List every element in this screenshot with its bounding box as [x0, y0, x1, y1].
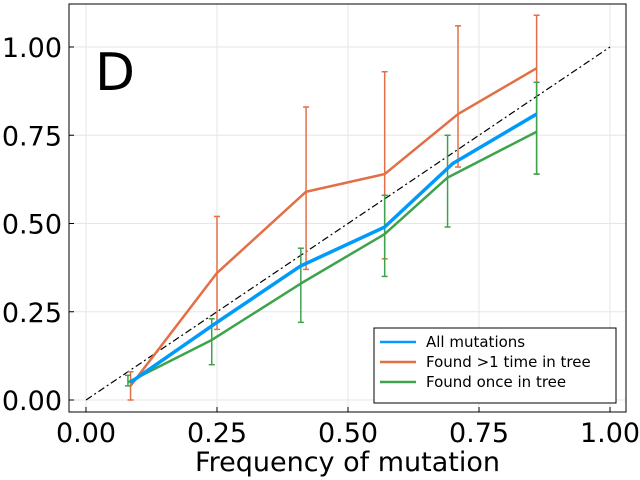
panel-label: D — [95, 43, 135, 103]
reference-line — [85, 46, 611, 401]
series-0 — [129, 112, 538, 384]
series-line — [129, 112, 538, 384]
x-tick-label: 0.00 — [56, 418, 116, 449]
x-tick-label: 0.75 — [449, 418, 509, 449]
y-tick-label: 0.25 — [2, 298, 62, 329]
legend-label: Found once in tree — [426, 373, 566, 391]
legend: All mutations Found >1 time in tree Found … — [373, 327, 617, 404]
series-line — [127, 130, 538, 384]
y-tick-label: 0.00 — [2, 386, 62, 417]
x-tick-label: 0.50 — [318, 418, 378, 449]
tick-labels: 0.00 0.25 0.50 0.75 1.00 0.00 0.25 0.50 0.75 1.00 — [2, 33, 640, 449]
legend-label: Found >1 time in tree — [426, 353, 591, 371]
x-axis-title: Frequency of mutation — [195, 447, 500, 478]
grid — [69, 4, 626, 412]
x-tick-label: 0.25 — [187, 418, 247, 449]
series-line — [129, 67, 538, 387]
series-layer — [124, 14, 540, 401]
legend-box — [373, 327, 617, 404]
y-tick-label: 0.75 — [2, 121, 62, 152]
legend-label: All mutations — [426, 333, 525, 351]
series-2 — [124, 81, 540, 387]
y-tick-label: 0.50 — [2, 210, 62, 241]
y-tick-label: 1.00 — [2, 33, 62, 64]
x-tick-label: 1.00 — [580, 418, 640, 449]
